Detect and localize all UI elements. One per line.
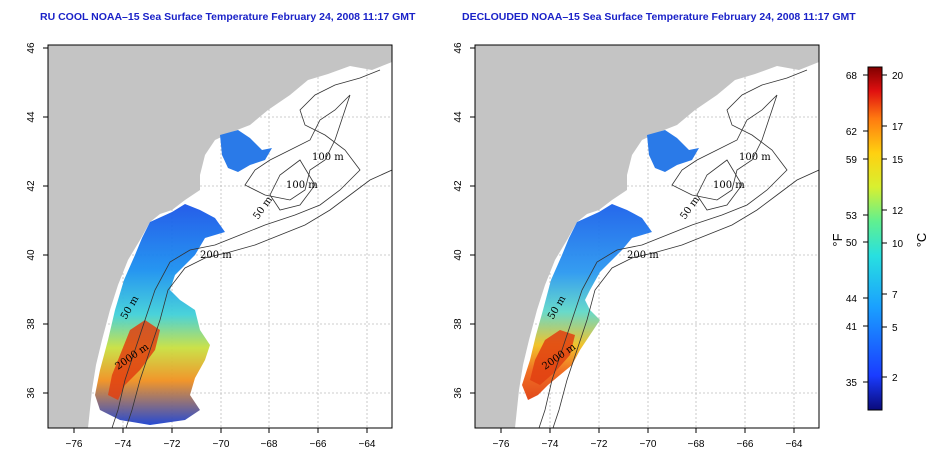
x-tick-label: −72 <box>591 439 608 450</box>
sst-warm-core-left <box>108 320 160 400</box>
celsius-tick: 2 <box>892 373 898 384</box>
x-tick-label: −72 <box>164 439 181 450</box>
map-frame-right <box>474 44 820 429</box>
y-tick-label: 46 <box>26 42 37 54</box>
x-tick-label: −70 <box>640 439 657 450</box>
contour-label: 100 m <box>713 180 745 191</box>
fahrenheit-tick: 44 <box>846 294 858 305</box>
contour-label: 100 m <box>286 180 318 191</box>
y-tick-label: 38 <box>453 318 464 330</box>
fahrenheit-tick: 35 <box>846 378 858 389</box>
fahrenheit-tick-labels: 68 62 59 53 50 44 41 35 <box>846 71 858 389</box>
x-tick-label: −66 <box>310 439 327 450</box>
celsius-tick: 10 <box>892 239 904 250</box>
fahrenheit-tick: 53 <box>846 211 858 222</box>
y-tick-label: 40 <box>453 249 464 261</box>
y-tick-label: 44 <box>26 111 37 123</box>
celsius-axis-label: °C <box>914 233 929 248</box>
contour-label: 200 m <box>200 250 232 261</box>
x-tick-label: −68 <box>688 439 705 450</box>
celsius-tick: 20 <box>892 71 904 82</box>
celsius-tick: 7 <box>892 290 898 301</box>
panel-title-left: RU COOL NOAA–15 Sea Surface Temperature … <box>40 11 416 23</box>
x-tick-label: −76 <box>493 439 510 450</box>
y-tick-labels-left: 36 38 40 42 44 46 <box>26 42 37 399</box>
x-tick-labels-right: −76 −74 −72 −70 −68 −66 −64 <box>493 439 803 450</box>
y-tick-label: 36 <box>453 387 464 399</box>
contour-label: 100 m <box>312 152 344 163</box>
panel-title-right: DECLOUDED NOAA–15 Sea Surface Temperatur… <box>462 11 856 23</box>
colorbar: 68 62 59 53 50 44 41 35 20 17 15 12 10 7… <box>830 66 929 411</box>
x-tick-label: −76 <box>66 439 83 450</box>
y-tick-labels-right: 36 38 40 42 44 46 <box>453 42 464 399</box>
depth-contours-right <box>538 69 819 428</box>
depth-contours-left <box>111 69 392 428</box>
y-tick-label: 40 <box>26 249 37 261</box>
fahrenheit-tick: 41 <box>846 322 858 333</box>
x-tick-label: −68 <box>261 439 278 450</box>
fahrenheit-tick: 59 <box>846 155 858 166</box>
y-tick-label: 38 <box>26 318 37 330</box>
map-panel-left: 100 m 100 m 50 m 200 m 50 m 2000 m <box>48 45 392 428</box>
axis-ticks-left <box>43 47 368 433</box>
x-tick-label: −64 <box>359 439 376 450</box>
y-tick-label: 36 <box>26 387 37 399</box>
sst-gulf-of-maine-right <box>647 130 699 172</box>
fahrenheit-tick: 62 <box>846 127 858 138</box>
land-mass-right <box>475 45 819 428</box>
celsius-tick: 5 <box>892 323 898 334</box>
x-tick-label: −70 <box>213 439 230 450</box>
x-tick-label: −74 <box>115 439 132 450</box>
colorbar-gradient <box>867 66 883 411</box>
land-mass-left <box>48 45 392 428</box>
fahrenheit-axis-label: °F <box>830 233 845 246</box>
x-tick-label: −66 <box>737 439 754 450</box>
fahrenheit-tick: 50 <box>846 238 858 249</box>
celsius-tick: 15 <box>892 155 904 166</box>
y-tick-label: 42 <box>26 180 37 192</box>
y-tick-label: 42 <box>453 180 464 192</box>
celsius-tick-labels: 20 17 15 12 10 7 5 2 <box>892 71 904 384</box>
colorbar-ticks <box>863 74 887 383</box>
axis-ticks-right <box>470 47 795 433</box>
y-tick-label: 44 <box>453 111 464 123</box>
map-panel-right: 100 m 100 m 50 m 200 m 50 m 2000 m <box>475 45 819 428</box>
fahrenheit-tick: 68 <box>846 71 858 82</box>
x-tick-label: −64 <box>786 439 803 450</box>
contour-label: 100 m <box>739 152 771 163</box>
map-frame-left <box>47 44 393 429</box>
x-tick-labels-left: −76 −74 −72 −70 −68 −66 −64 <box>66 439 376 450</box>
x-tick-label: −74 <box>542 439 559 450</box>
contour-label: 200 m <box>627 250 659 261</box>
y-tick-label: 46 <box>453 42 464 54</box>
celsius-tick: 12 <box>892 206 904 217</box>
sst-gulf-of-maine-left <box>220 130 272 172</box>
celsius-tick: 17 <box>892 122 904 133</box>
